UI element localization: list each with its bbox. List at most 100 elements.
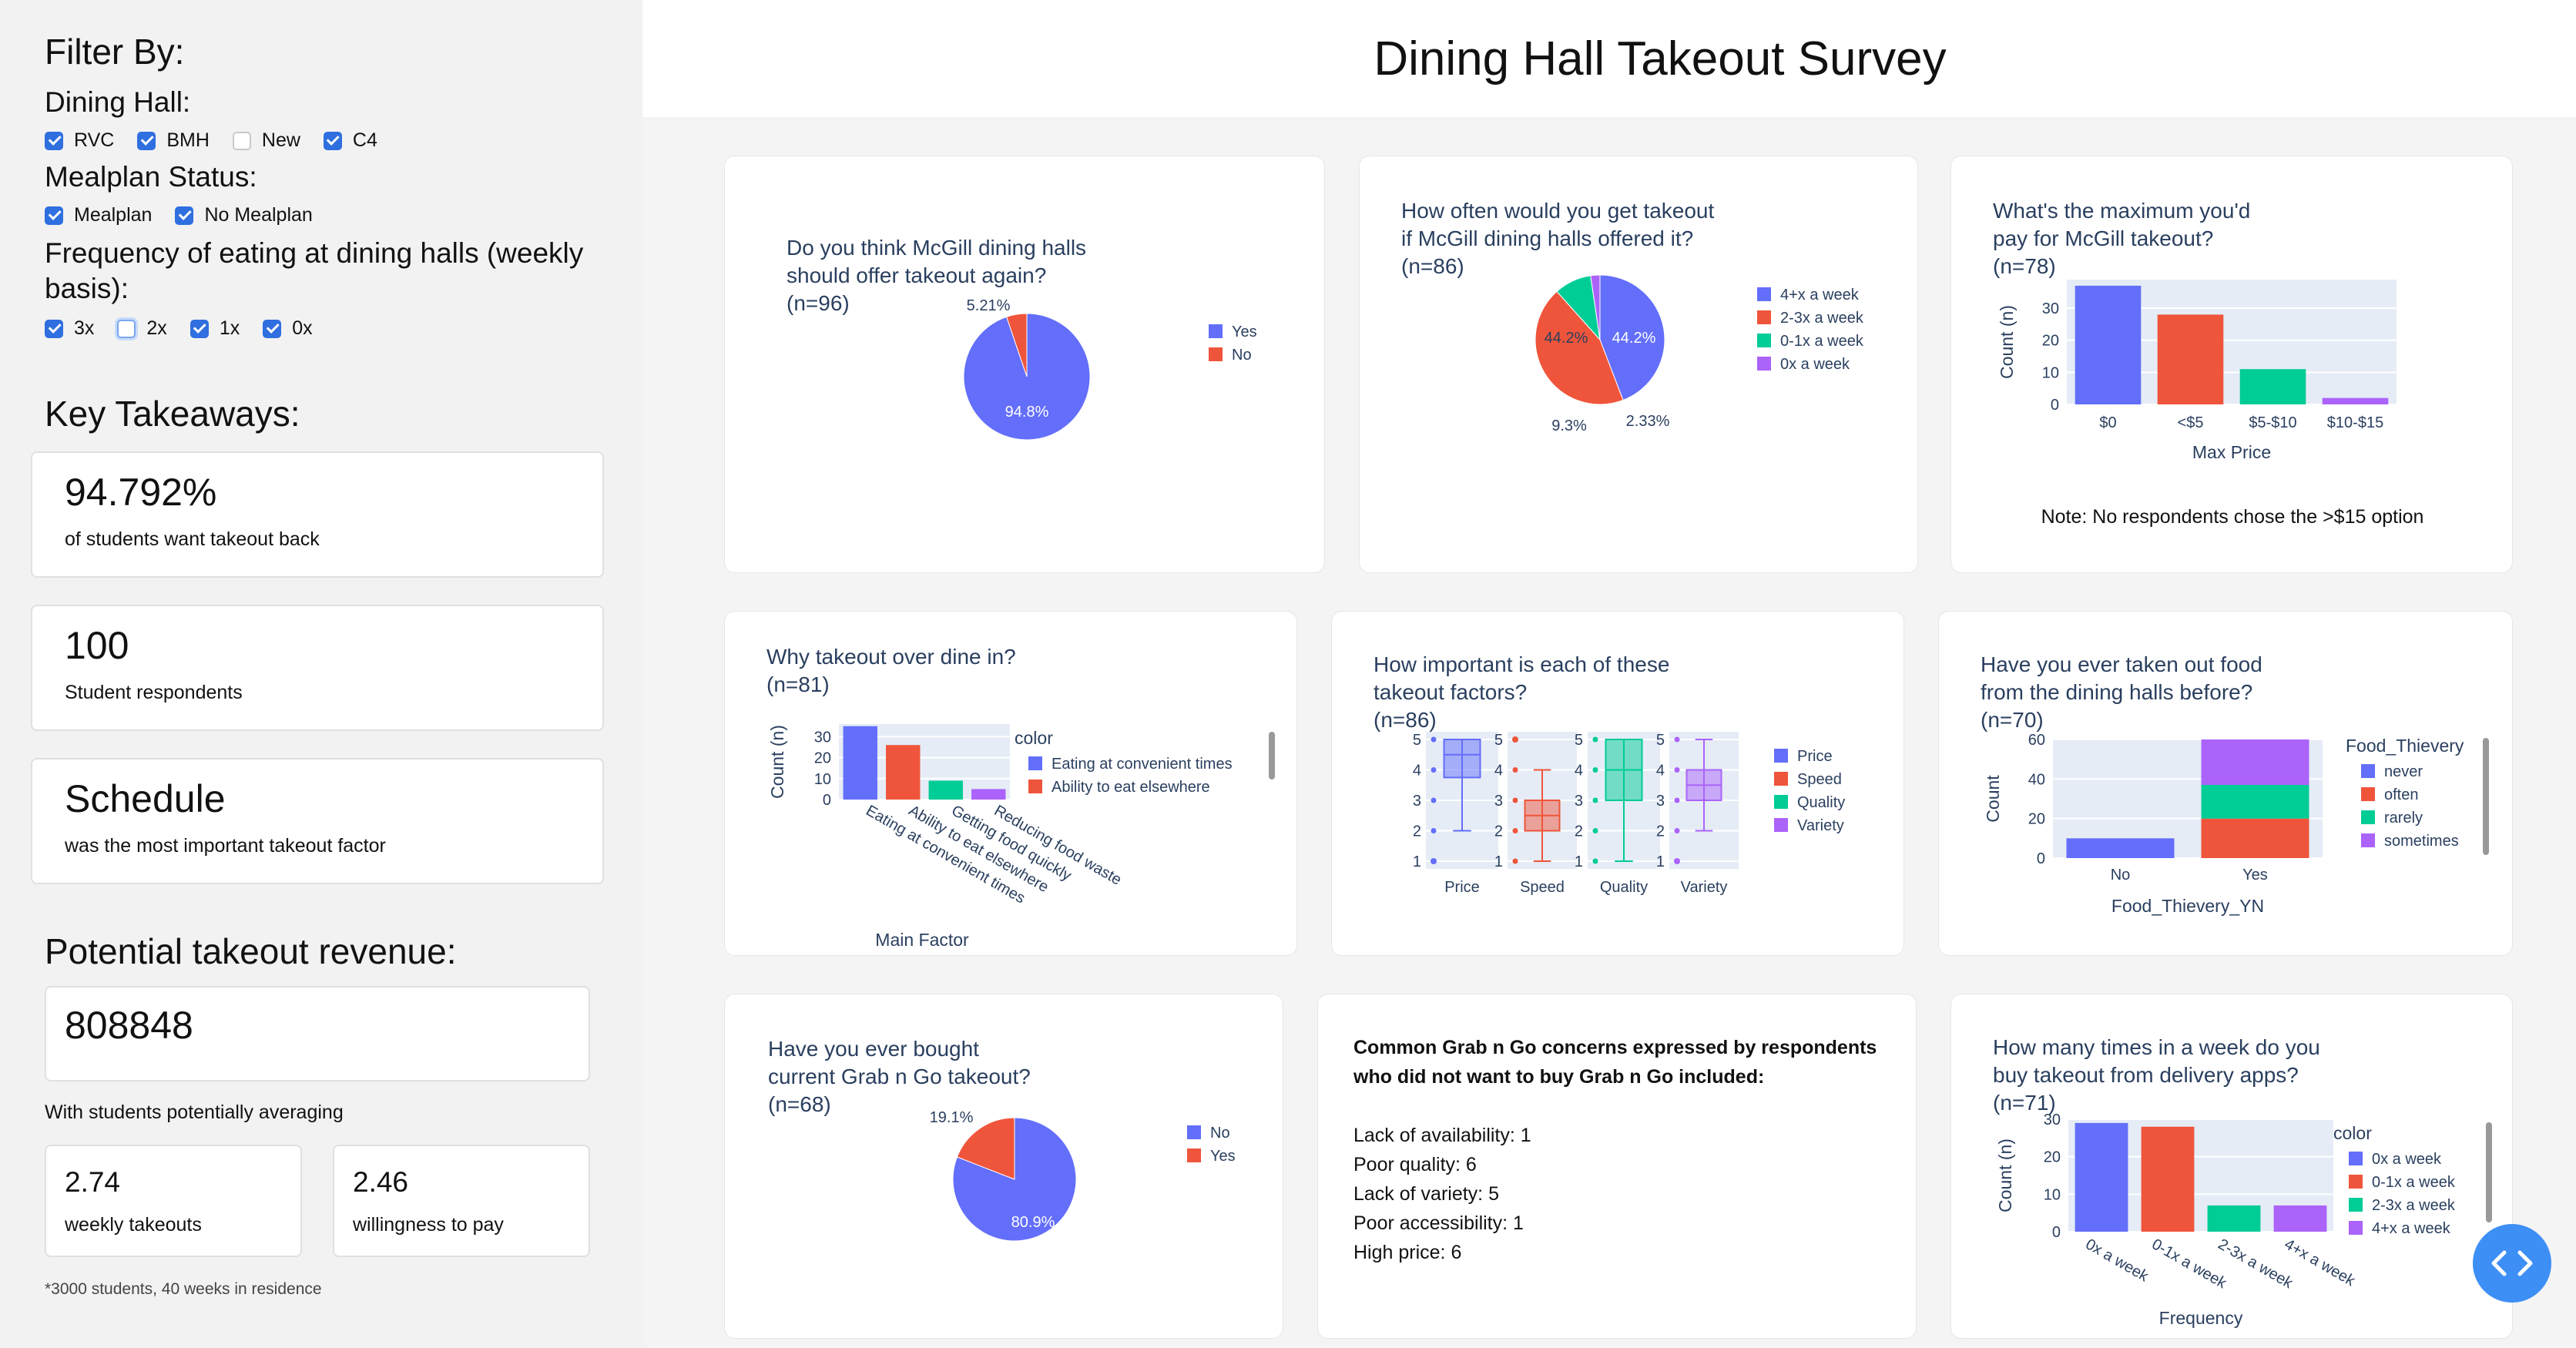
legend-scrollbar[interactable] [1269, 732, 1275, 780]
concern-item: Lack of availability: 1 [1353, 1125, 1531, 1146]
x-tick-label: 0x a week [2083, 1236, 2152, 1286]
checkbox-c4[interactable]: C4 [323, 129, 377, 152]
y-axis-label: Count (n) [1995, 1138, 2015, 1212]
legend-swatch [1774, 772, 1788, 786]
checkbox-unchecked-icon[interactable] [117, 319, 136, 338]
legend-label: 4+x a week [2372, 1220, 2451, 1237]
takeaway-card-factor: Schedule was the most important takeout … [31, 758, 604, 884]
bar [2075, 285, 2142, 404]
chart-title: (n=81) [766, 672, 830, 696]
chart-title: buy takeout from delivery apps? [1993, 1063, 2299, 1087]
data-point [1512, 797, 1518, 803]
chart-title: (n=86) [1401, 254, 1464, 278]
checkbox-rvc[interactable]: RVC [45, 129, 114, 152]
checkbox-checked-icon[interactable] [263, 319, 282, 338]
data-point [1512, 736, 1518, 743]
checkbox-checked-icon[interactable] [45, 206, 63, 225]
chart-panel-max-price: What's the maximum you'd pay for McGill … [1950, 156, 2513, 573]
chart-title: Do you think McGill dining halls [787, 236, 1086, 260]
y-tick-label: 2 [1494, 823, 1503, 840]
data-point [1674, 858, 1680, 864]
checkbox-checked-icon[interactable] [137, 131, 156, 150]
checkbox-1x[interactable]: 1x [190, 317, 240, 340]
bar-segment [2066, 838, 2175, 858]
legend-swatch [2361, 810, 2375, 824]
dining-hall-label: Dining Hall: [45, 86, 191, 118]
bar-segment [2201, 739, 2309, 786]
footnote: *3000 students, 40 weeks in residence [45, 1280, 322, 1298]
legend-label: sometimes [2384, 833, 2459, 850]
mealplan-label: Mealplan Status: [45, 161, 257, 193]
chart-note: Note: No respondents chose the >$15 opti… [2041, 506, 2424, 528]
legend-label: 0x a week [1780, 356, 1850, 373]
legend-label: rarely [2384, 810, 2423, 827]
y-tick-label: 20 [814, 750, 831, 767]
legend-label: No [1210, 1125, 1230, 1142]
checkbox-new[interactable]: New [232, 129, 300, 152]
legend-label: 0x a week [2372, 1151, 2442, 1168]
chart-title: What's the maximum you'd [1993, 199, 2250, 223]
legend-label: No [1232, 347, 1252, 364]
legend-swatch [2349, 1152, 2363, 1165]
legend-scrollbar[interactable] [2486, 1122, 2492, 1222]
checkbox-checked-icon[interactable] [45, 131, 63, 150]
legend-swatch [1757, 357, 1771, 371]
data-point [1592, 736, 1598, 743]
legend-swatch [1187, 1125, 1201, 1139]
checkbox-checked-icon[interactable] [175, 206, 194, 225]
checkbox-checked-icon[interactable] [190, 319, 209, 338]
slice-label: 5.21% [967, 297, 1011, 314]
data-point [1431, 797, 1437, 803]
y-tick-label: 0 [2037, 850, 2045, 867]
checkbox-unchecked-icon[interactable] [232, 131, 251, 150]
chart-title: takeout factors? [1374, 680, 1527, 704]
data-point [1592, 797, 1598, 803]
checkbox-checked-icon[interactable] [45, 319, 63, 338]
y-tick-label: 1 [1575, 853, 1583, 870]
y-tick-label: 10 [2044, 1186, 2061, 1203]
x-tick-label: $0 [2099, 414, 2116, 431]
x-tick-label: 0-1x a week [2149, 1236, 2230, 1292]
bar [2273, 1205, 2327, 1232]
checkbox-checked-icon[interactable] [323, 131, 342, 150]
code-toggle-button[interactable] [2473, 1224, 2551, 1303]
checkbox-0x[interactable]: 0x [263, 317, 313, 340]
legend-scrollbar[interactable] [2483, 738, 2489, 855]
chart-title: How many times in a week do you [1993, 1035, 2320, 1059]
legend-label: 2-3x a week [1780, 310, 1864, 327]
chart-panel-why-takeout: Why takeout over dine in? (n=81) 0 10 20 30 Ea… [724, 611, 1297, 956]
bar [843, 726, 877, 800]
legend-label: Variety [1797, 817, 1844, 834]
checkbox-3x[interactable]: 3x [45, 317, 94, 340]
checkbox-no-mealplan[interactable]: No Mealplan [175, 204, 313, 226]
box-chart-factors: How important is each of these takeout f… [1374, 652, 1845, 896]
key-takeaways-heading: Key Takeaways: [45, 394, 300, 434]
data-point [1674, 828, 1680, 833]
data-point [1674, 736, 1680, 743]
concerns-text: Common Grab n Go concerns expressed by r… [1318, 994, 1916, 1306]
legend-label: 2-3x a week [2372, 1197, 2456, 1214]
pay-label: willingness to pay [353, 1214, 504, 1236]
legend-swatch [1209, 347, 1223, 361]
data-point [1431, 736, 1437, 743]
x-tick-label: Variety [1681, 879, 1728, 896]
data-point [1431, 858, 1437, 864]
concerns-heading: Common Grab n Go concerns expressed by r… [1353, 1037, 1877, 1088]
chart-title: from the dining halls before? [1981, 680, 2252, 704]
y-tick-label: 4 [1413, 763, 1421, 780]
concern-item: Poor accessibility: 1 [1353, 1212, 1524, 1234]
chart-panel-delivery-apps: How many times in a week do you buy takeo… [1950, 994, 2513, 1339]
checkbox-mealplan[interactable]: Mealplan [45, 204, 152, 226]
slice-label: 94.8% [1005, 404, 1049, 421]
legend-swatch [1028, 756, 1042, 770]
x-tick-label: 4+x a week [2282, 1236, 2359, 1289]
legend-swatch [2349, 1175, 2363, 1189]
checkbox-2x[interactable]: 2x [117, 317, 167, 340]
x-tick-label: Speed [1520, 879, 1565, 896]
legend-swatch [1774, 749, 1788, 763]
checkbox-bmh[interactable]: BMH [137, 129, 210, 152]
y-tick-label: 0 [823, 792, 831, 809]
bar [2157, 314, 2224, 404]
x-tick-label: Quality [1600, 879, 1648, 896]
chart-title: Have you ever taken out food [1981, 652, 2262, 676]
